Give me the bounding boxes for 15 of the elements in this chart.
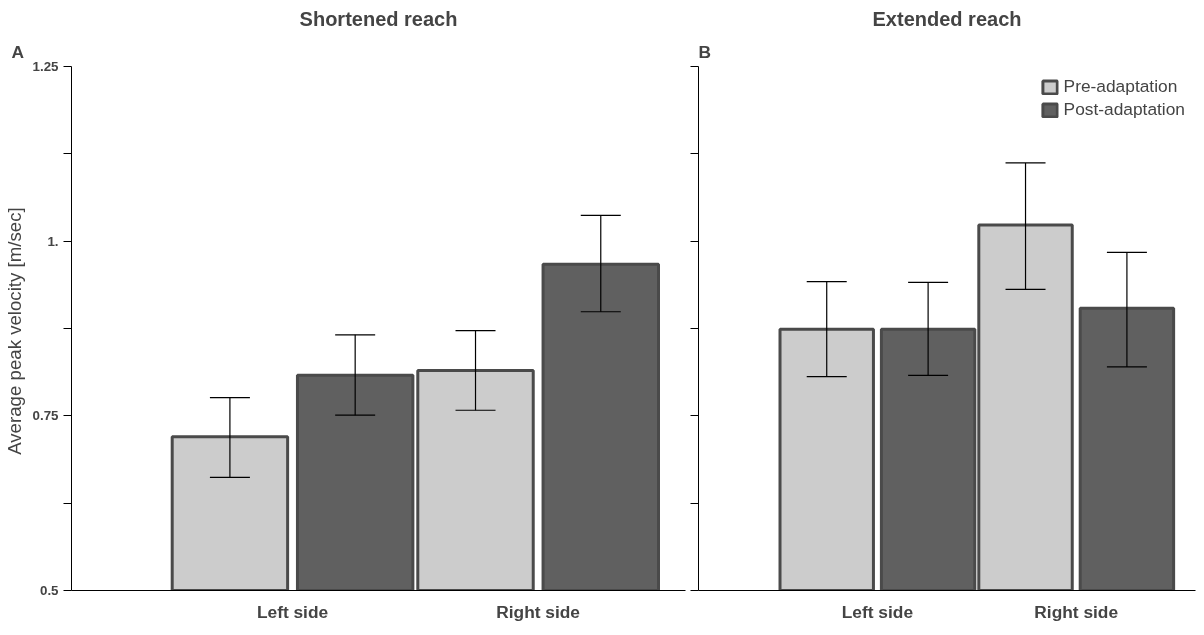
legend-label: Pre-adaptation xyxy=(1063,76,1178,97)
chart-title: Shortened reach xyxy=(299,7,458,30)
y-tick-label: 0.75 xyxy=(32,408,60,424)
x-tick-label: Right side xyxy=(1034,601,1119,622)
text: A xyxy=(11,41,25,62)
y-tick-label: 1.25 xyxy=(32,59,60,74)
y-tick-label: 0.5 xyxy=(39,583,60,598)
x-tick-label: Left side xyxy=(256,601,329,622)
text: B xyxy=(698,41,712,62)
legend-label: Post-adaptation xyxy=(1063,99,1185,120)
y-tick-label: 1. xyxy=(47,233,59,249)
x-tick-label: Left side xyxy=(841,601,914,622)
x-tick-label: Right side xyxy=(496,601,581,622)
chart-title: Extended reach xyxy=(872,7,1022,30)
y-axis-title: Average peak velocity [m/sec] xyxy=(3,207,25,455)
